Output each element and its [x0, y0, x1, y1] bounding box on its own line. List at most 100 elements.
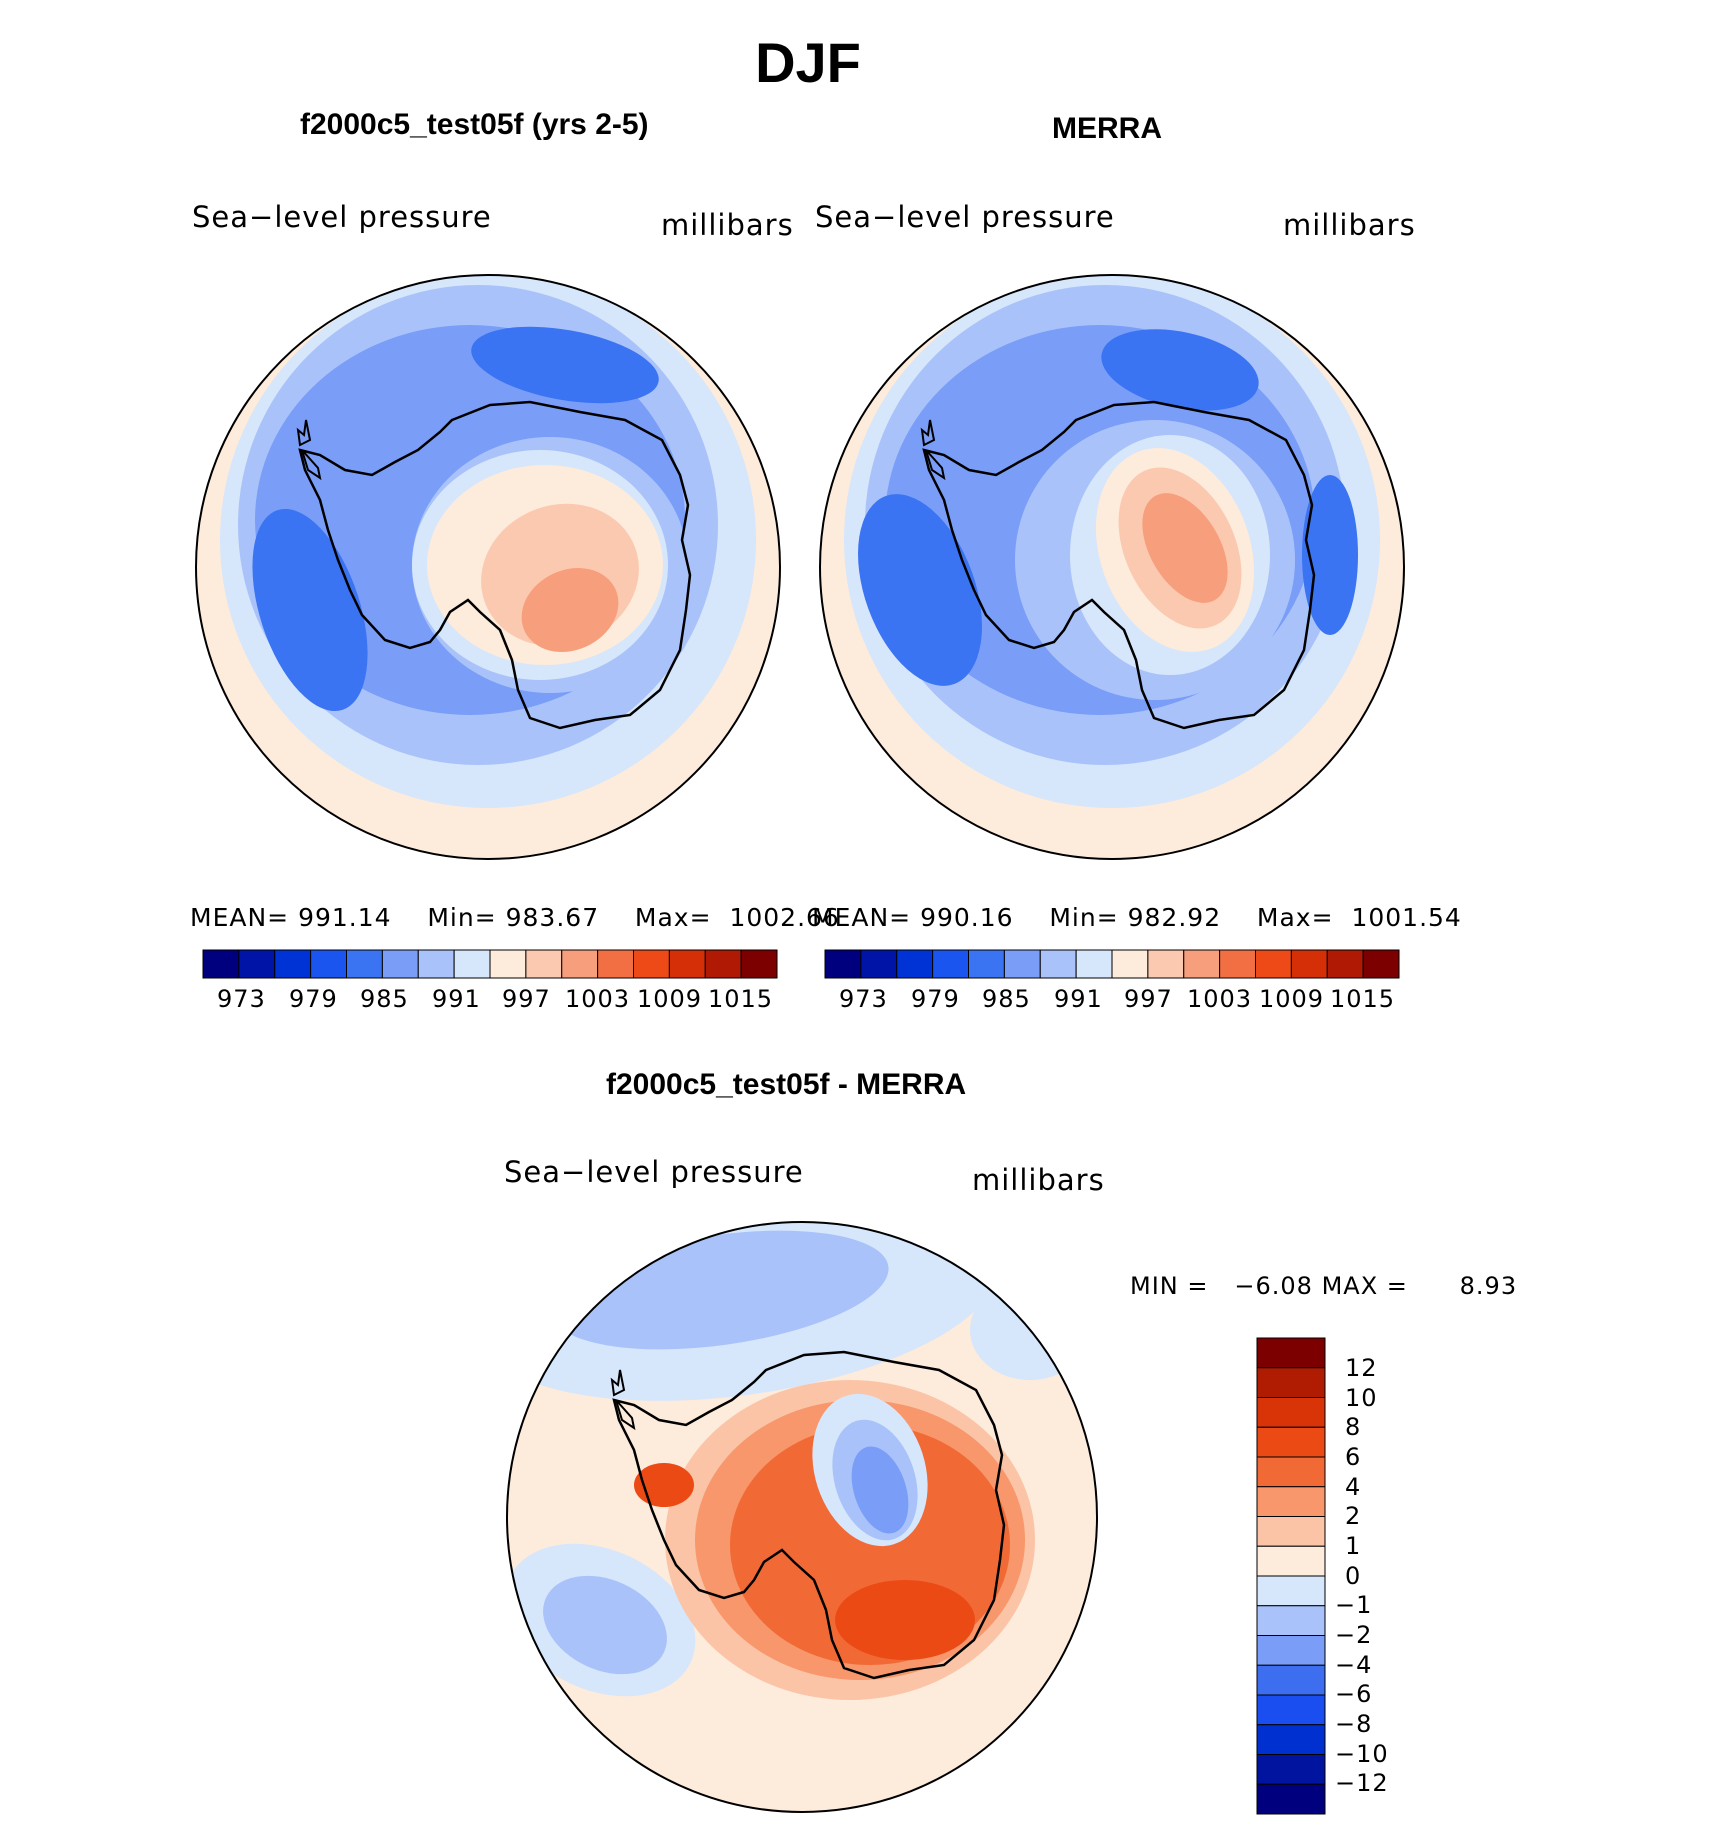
- diff-colorbar-label: −6: [1335, 1680, 1373, 1708]
- obs-field-band-8: [1142, 493, 1228, 603]
- diff-colorbar-label: −2: [1335, 1621, 1373, 1649]
- model-variable-label: Sea−level pressure: [192, 200, 492, 234]
- obs-stats: MEAN= 990.16 Min= 982.92 Max= 1001.54: [812, 903, 1462, 932]
- obs-low-west: [858, 494, 982, 686]
- model-min-label: Min=: [427, 903, 497, 932]
- model-field-band-8: [521, 568, 619, 652]
- obs-mean-label: MEAN=: [812, 903, 912, 932]
- diff-colorbar-cell: [1256, 1635, 1326, 1666]
- diff-colorbar-label: −4: [1335, 1651, 1373, 1679]
- model-colorbar: [202, 949, 778, 979]
- model-stats: MEAN= 991.14 Min= 983.67 Max= 1002.66: [190, 903, 840, 932]
- model-colorbar-label: 1009: [637, 985, 703, 1013]
- model-colorbar-label: 997: [502, 985, 551, 1013]
- colorbar-cell: [1111, 949, 1149, 979]
- colorbar-cell: [668, 949, 706, 979]
- colorbar-cell: [1219, 949, 1257, 979]
- diff-variable-label: Sea−level pressure: [504, 1155, 804, 1189]
- model-peninsula: [296, 419, 322, 481]
- obs-max-label: Max=: [1256, 903, 1334, 932]
- model-colorbar-label: 979: [289, 985, 338, 1013]
- diff-max-value: 8.93: [1459, 1272, 1518, 1300]
- colorbar-cell: [1255, 949, 1292, 979]
- colorbar-cell: [1183, 949, 1221, 979]
- colorbar-cell: [525, 949, 563, 979]
- obs-max-value: 1001.54: [1351, 903, 1462, 932]
- obs-variable-label: Sea−level pressure: [815, 200, 1115, 234]
- diff-colorbar-cell: [1256, 1664, 1326, 1696]
- model-panel-title: f2000c5_test05f (yrs 2-5): [300, 108, 649, 141]
- obs-mean-value: 990.16: [920, 903, 1014, 932]
- figure-title: DJF: [755, 31, 861, 94]
- diff-colorbar-labels: 12 10 8 6 4 2 1 0 −1 −2 −4 −6 −8 −10 −12: [1335, 1338, 1425, 1814]
- diff-colorbar-cell: [1256, 1575, 1326, 1607]
- diff-colorbar-cell: [1256, 1456, 1326, 1488]
- diff-colorbar-label: 6: [1345, 1443, 1362, 1471]
- colorbar-cell: [310, 949, 348, 979]
- colorbar-cell: [968, 949, 1005, 979]
- colorbar-cell: [417, 949, 455, 979]
- diff-colorbar-cell: [1256, 1486, 1326, 1517]
- colorbar-cell: [453, 949, 491, 979]
- diff-panel-title: f2000c5_test05f - MERRA: [606, 1068, 967, 1101]
- diff-colorbar-cell: [1256, 1754, 1326, 1785]
- diff-colorbar-cell: [1256, 1783, 1326, 1815]
- model-colorbar-labels: 973 979 985 991 997 1003 1009 1015: [203, 985, 823, 1015]
- obs-colorbar-label: 979: [911, 985, 960, 1013]
- diff-colorbar-label: −10: [1335, 1740, 1389, 1768]
- model-units-label: millibars: [661, 208, 794, 242]
- colorbar-cell: [238, 949, 276, 979]
- model-colorbar-cells: [202, 949, 778, 979]
- diff-map-border: [506, 1221, 1098, 1813]
- obs-colorbar-label: 991: [1054, 985, 1103, 1013]
- obs-colorbar-label: 1003: [1187, 985, 1253, 1013]
- colorbar-cell: [346, 949, 383, 979]
- diff-positive-4: [835, 1580, 975, 1660]
- model-colorbar-label: 1003: [565, 985, 631, 1013]
- diff-colorbar-cells: [1256, 1337, 1326, 1815]
- colorbar-cell: [633, 949, 670, 979]
- colorbar-cell: [896, 949, 934, 979]
- diff-units-label: millibars: [972, 1163, 1105, 1197]
- obs-min-value: 982.92: [1127, 903, 1222, 932]
- obs-panel-title: MERRA: [1052, 112, 1162, 145]
- diff-colorbar: [1256, 1337, 1326, 1815]
- obs-colorbar-label: 1015: [1330, 985, 1396, 1013]
- obs-colorbar-label: 997: [1124, 985, 1173, 1013]
- obs-map-border: [819, 274, 1405, 860]
- colorbar-cell: [932, 949, 970, 979]
- model-colorbar-label: 1015: [708, 985, 774, 1013]
- obs-colorbar-label: 973: [839, 985, 888, 1013]
- obs-low-east: [1302, 475, 1358, 635]
- diff-colorbar-label: 8: [1345, 1413, 1362, 1441]
- diff-colorbar-cell: [1256, 1605, 1326, 1636]
- diff-min-label: MIN =: [1130, 1272, 1209, 1300]
- colorbar-cell: [1290, 949, 1328, 979]
- diff-peninsula: [610, 1369, 636, 1431]
- colorbar-cell: [1147, 949, 1185, 979]
- diff-negative-west-core: [543, 1575, 667, 1675]
- obs-antarctica-coastline: [922, 400, 1316, 730]
- diff-positive-peninsula: [634, 1463, 694, 1507]
- diff-colorbar-label: −8: [1335, 1710, 1373, 1738]
- colorbar-cell: [1003, 949, 1041, 979]
- colorbar-cell: [1039, 949, 1077, 979]
- model-colorbar-label: 985: [360, 985, 409, 1013]
- diff-colorbar-label: −1: [1335, 1591, 1373, 1619]
- diff-min-value: −6.08: [1234, 1272, 1313, 1300]
- colorbar-cell: [1075, 949, 1113, 979]
- colorbar-cell: [824, 949, 862, 979]
- diff-antarctica-coastline: [612, 1350, 1006, 1680]
- model-mean-label: MEAN=: [190, 903, 290, 932]
- colorbar-cell: [489, 949, 527, 979]
- diff-colorbar-label: 2: [1345, 1502, 1362, 1530]
- model-colorbar-label: 991: [432, 985, 481, 1013]
- diff-colorbar-cell: [1256, 1397, 1326, 1428]
- obs-low-north: [1101, 329, 1259, 411]
- obs-colorbar-cells: [824, 949, 1400, 979]
- model-antarctica-coastline: [298, 400, 692, 730]
- diff-colorbar-cell: [1256, 1724, 1326, 1755]
